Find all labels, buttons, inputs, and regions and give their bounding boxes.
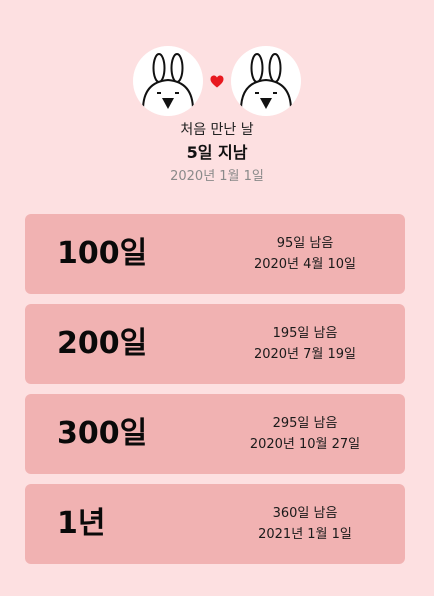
milestone-info: 360일 남음 2021년 1월 1일 bbox=[225, 503, 385, 545]
milestone-title: 300일 bbox=[57, 416, 148, 451]
days-passed: 5일 지남 bbox=[186, 143, 248, 162]
milestone-remaining: 195일 남음 bbox=[272, 326, 338, 341]
bunny-face-icon bbox=[240, 53, 292, 111]
milestone-date: 2020년 7월 19일 bbox=[253, 347, 357, 362]
milestone-date: 2020년 10월 27일 bbox=[249, 437, 361, 452]
first-met-label: 처음 만난 날 bbox=[180, 122, 254, 138]
header: 처음 만난 날 5일 지남 2020년 1월 1일 bbox=[0, 44, 434, 186]
milestone-list: 100일 95일 남음 2020년 4월 10일 200일 195일 남음 20… bbox=[25, 214, 405, 574]
milestone-card-300-days[interactable]: 300일 295일 남음 2020년 10월 27일 bbox=[25, 394, 405, 474]
avatar-right[interactable] bbox=[231, 46, 301, 116]
bunny-face-icon bbox=[142, 53, 194, 111]
milestone-info: 195일 남음 2020년 7월 19일 bbox=[225, 323, 385, 365]
milestone-remaining: 95일 남음 bbox=[276, 236, 334, 251]
avatar-row bbox=[0, 44, 434, 118]
start-date[interactable]: 2020년 1월 1일 bbox=[170, 169, 264, 184]
milestone-remaining: 295일 남음 bbox=[272, 416, 338, 431]
milestone-title: 100일 bbox=[57, 236, 148, 271]
milestone-card-200-days[interactable]: 200일 195일 남음 2020년 7월 19일 bbox=[25, 304, 405, 384]
milestone-remaining: 360일 남음 bbox=[272, 506, 338, 521]
milestone-info: 95일 남음 2020년 4월 10일 bbox=[225, 233, 385, 275]
avatar-left[interactable] bbox=[133, 46, 203, 116]
heart-icon bbox=[203, 74, 231, 92]
milestone-card-1-year[interactable]: 1년 360일 남음 2021년 1월 1일 bbox=[25, 484, 405, 564]
milestone-date: 2020년 4월 10일 bbox=[253, 257, 357, 272]
milestone-title: 1년 bbox=[57, 506, 106, 541]
milestone-title: 200일 bbox=[57, 326, 148, 361]
milestone-card-100-days[interactable]: 100일 95일 남음 2020년 4월 10일 bbox=[25, 214, 405, 294]
milestone-info: 295일 남음 2020년 10월 27일 bbox=[225, 413, 385, 455]
milestone-date: 2021년 1월 1일 bbox=[258, 527, 352, 542]
